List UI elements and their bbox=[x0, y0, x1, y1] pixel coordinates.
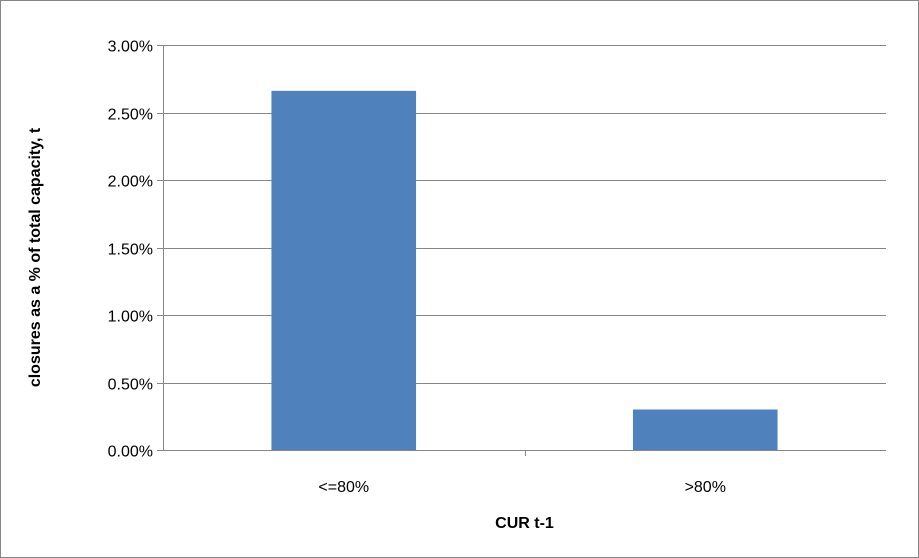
x-axis-title: CUR t-1 bbox=[495, 515, 554, 532]
y-tick-label: 1.00% bbox=[108, 309, 153, 326]
x-tick-labels: <=80% >80% bbox=[318, 479, 726, 496]
bar bbox=[271, 90, 417, 451]
y-tick-labels: 0.00% 0.50% 1.00% 1.50% 2.00% 2.50% 3.00% bbox=[108, 39, 153, 461]
y-tick-label: 0.50% bbox=[108, 377, 153, 394]
bar bbox=[632, 409, 778, 450]
axes bbox=[157, 45, 886, 456]
y-axis-title: closures as a % of total capacity, t bbox=[27, 127, 44, 387]
y-tick-label: 2.50% bbox=[108, 107, 153, 124]
x-tick-label: <=80% bbox=[318, 479, 369, 496]
y-tick-label: 1.50% bbox=[108, 242, 153, 259]
bars bbox=[271, 90, 778, 451]
y-tick-label: 2.00% bbox=[108, 174, 153, 191]
x-tick-label: >80% bbox=[685, 479, 726, 496]
y-tick-label: 3.00% bbox=[108, 39, 153, 56]
y-tick-label: 0.00% bbox=[108, 444, 153, 461]
